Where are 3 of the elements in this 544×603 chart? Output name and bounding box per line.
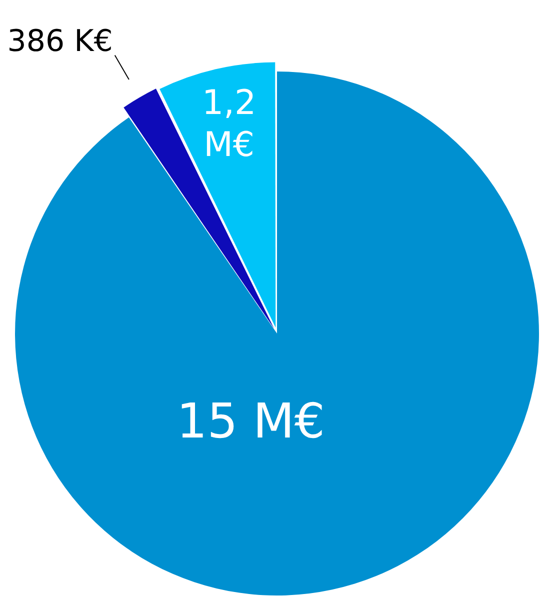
data-label: 15 M€ bbox=[176, 394, 325, 450]
data-label: 1,2 M€ bbox=[202, 83, 256, 166]
data-label: 386 K€ bbox=[7, 24, 113, 60]
